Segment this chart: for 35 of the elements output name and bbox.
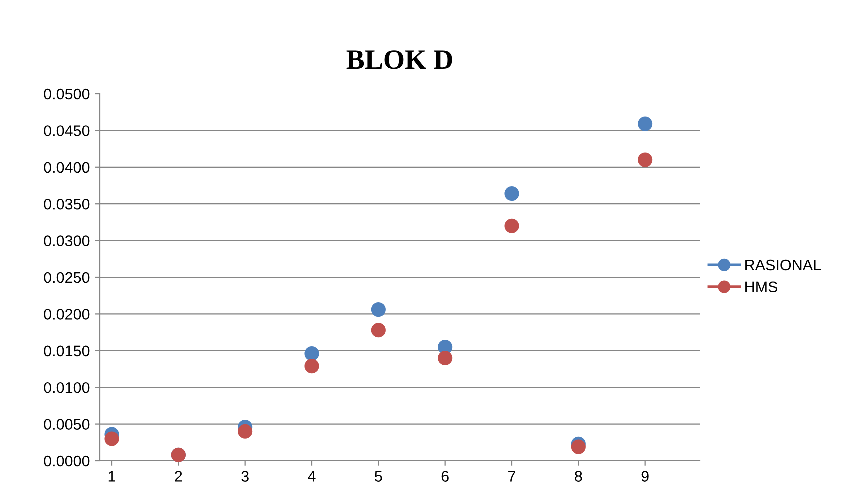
y-tick-label: 0.0300 — [44, 236, 90, 246]
point — [571, 440, 586, 454]
x-tick-label: 4 — [308, 471, 316, 482]
y-tick-label: 0.0050 — [44, 419, 90, 430]
y-tick-label: 0.0500 — [44, 88, 90, 100]
chart-title: BLOK D — [346, 50, 452, 70]
y-tick-label: 0.0000 — [44, 456, 90, 467]
y-tick-label: 0.0200 — [44, 309, 90, 320]
point — [438, 350, 453, 366]
point — [504, 186, 520, 202]
point — [304, 359, 320, 374]
y-tick-label: 0.0250 — [44, 272, 90, 284]
y-tick-label: 0.0400 — [44, 162, 90, 174]
point — [304, 346, 320, 362]
y-tick-label: 0.0450 — [44, 126, 90, 136]
legend-label: HMS — [746, 282, 778, 293]
point — [504, 218, 520, 234]
x-tick-label: 2 — [175, 471, 182, 482]
point — [371, 302, 386, 318]
point — [104, 432, 120, 446]
x-tick-label: 5 — [375, 471, 382, 482]
legend-label: RASIONAL — [746, 260, 822, 271]
point — [638, 152, 653, 168]
x-tick-label: 1 — [108, 471, 116, 482]
point — [638, 116, 653, 132]
point — [371, 323, 386, 338]
point — [238, 424, 253, 439]
y-tick-label: 0.0350 — [44, 198, 90, 210]
x-tick-label: 7 — [508, 471, 516, 482]
x-tick-label: 3 — [242, 471, 249, 482]
x-tick-label: 9 — [642, 471, 649, 482]
x-tick-label: 6 — [442, 471, 449, 482]
y-tick-label: 0.0150 — [44, 346, 90, 357]
y-tick-label: 0.0100 — [44, 382, 90, 394]
x-tick-label: 8 — [575, 471, 582, 482]
